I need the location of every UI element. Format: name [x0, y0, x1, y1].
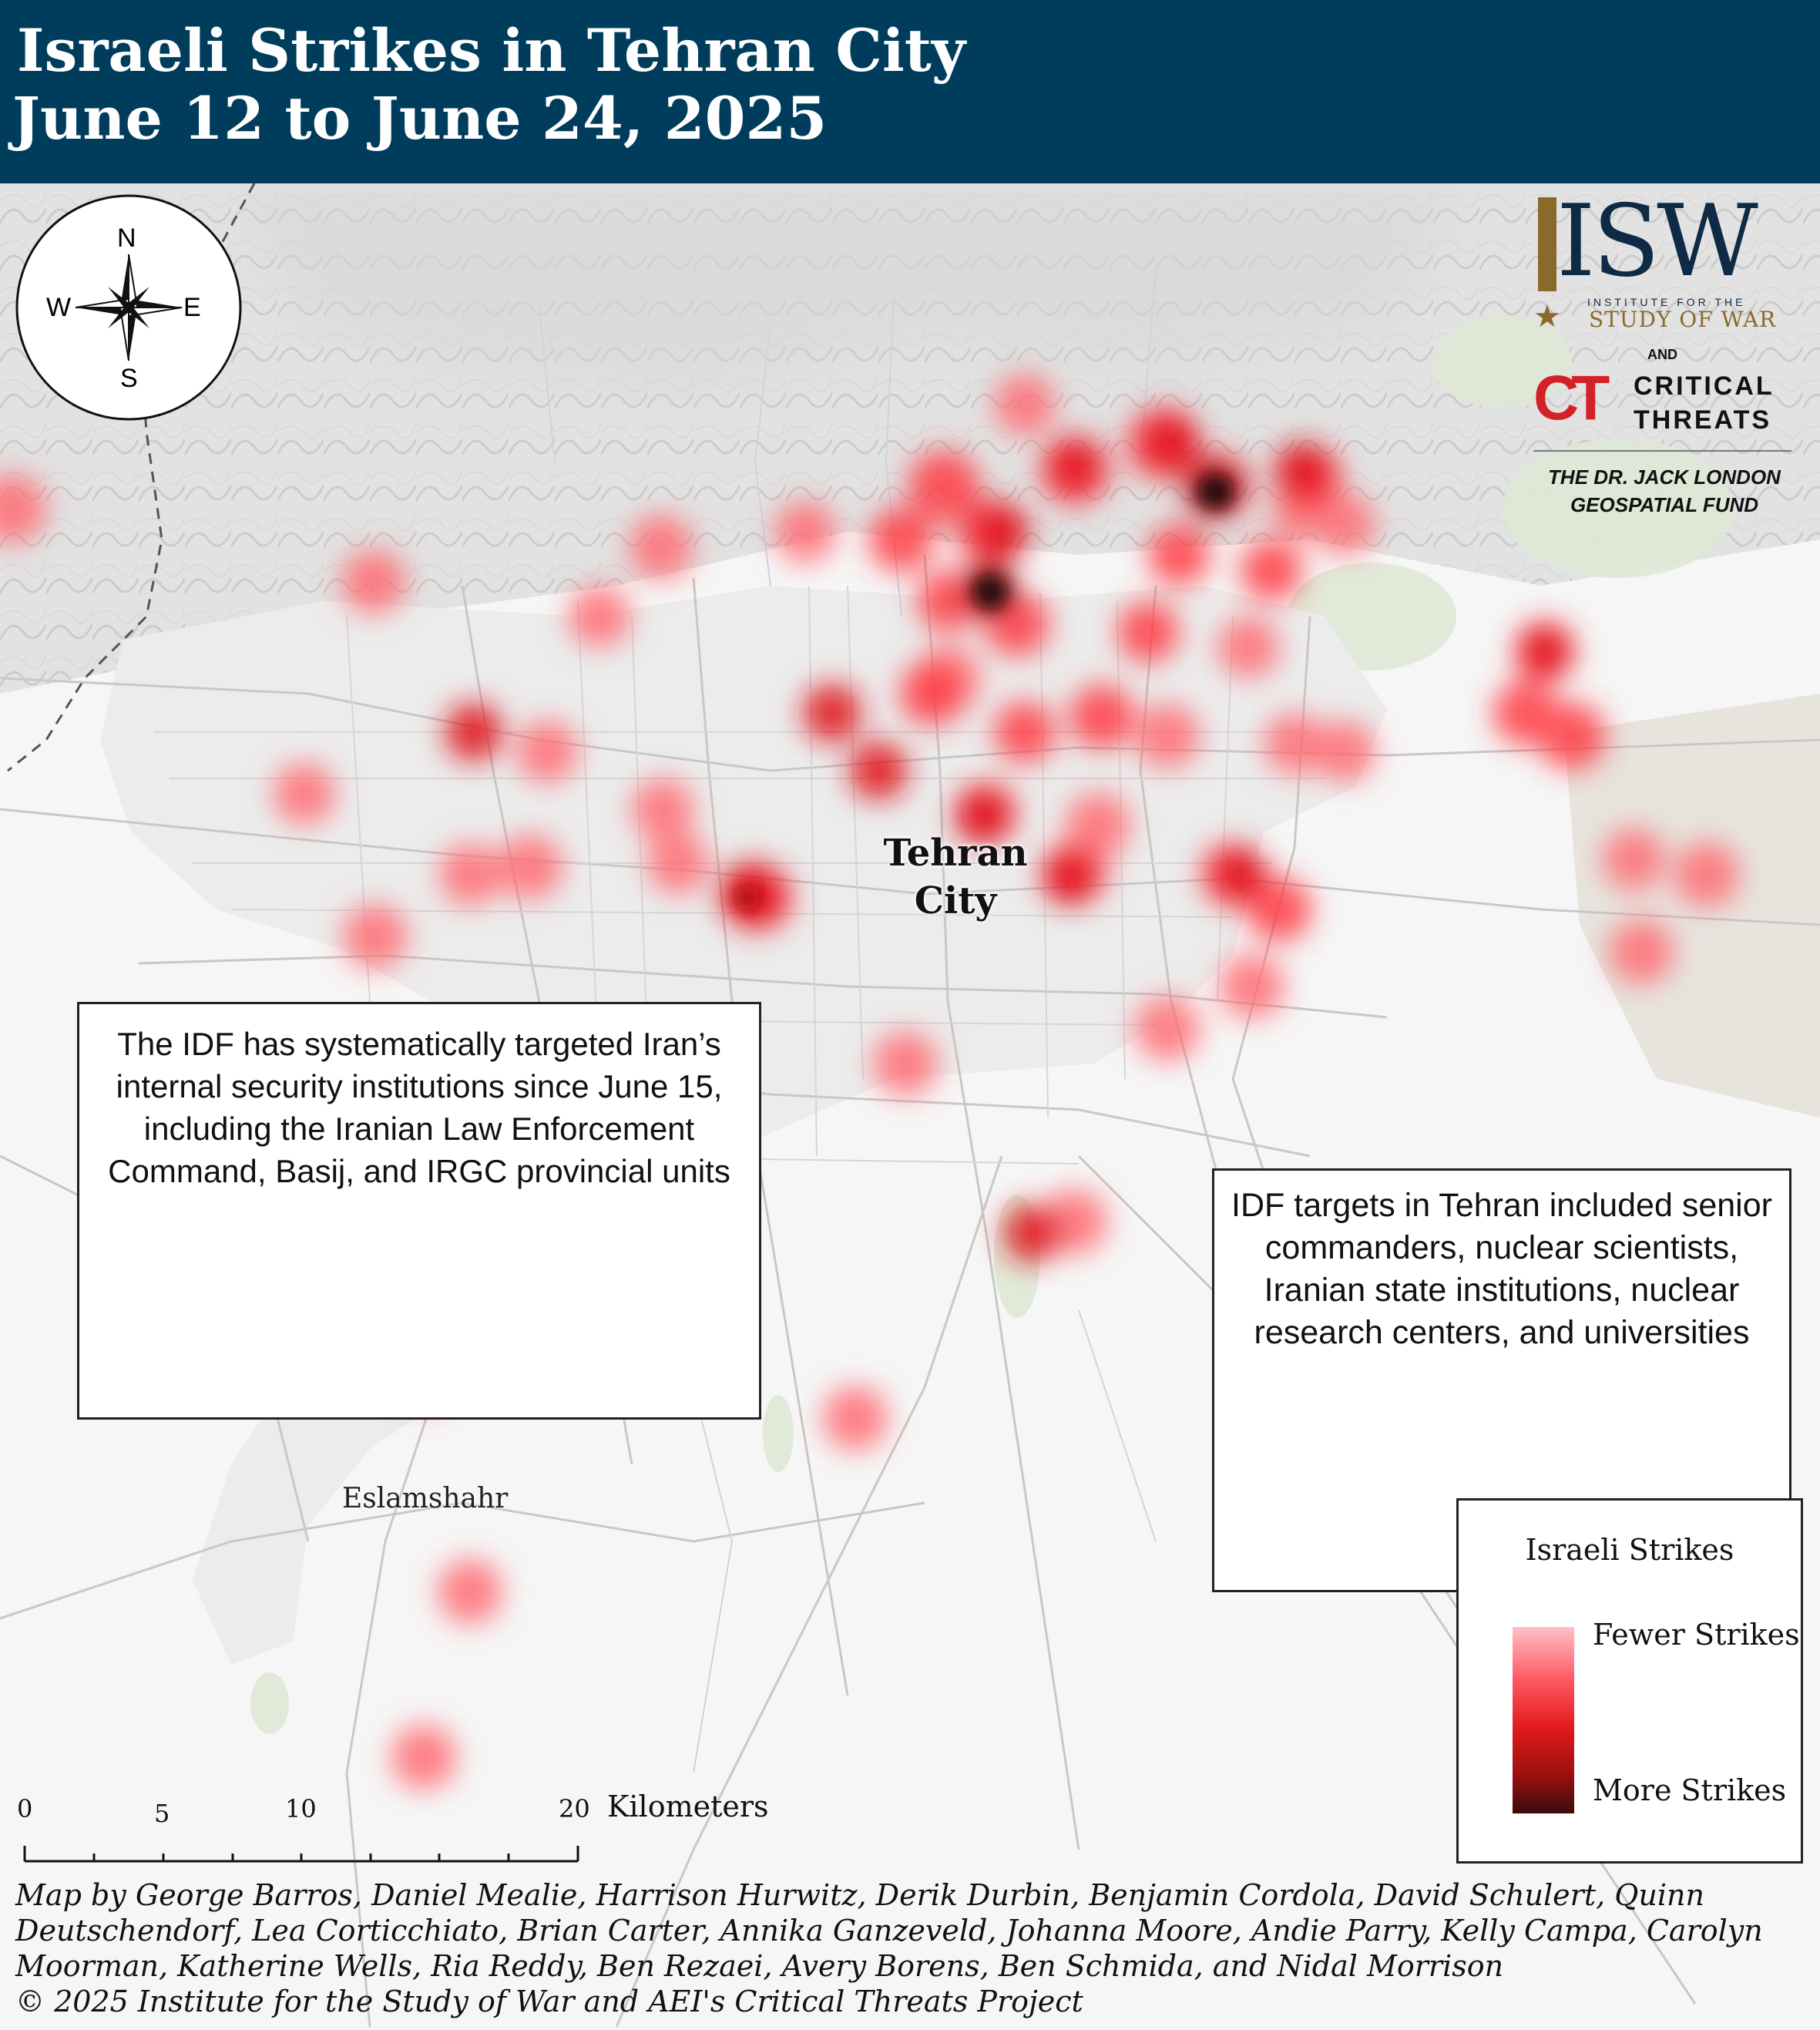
map-canvas[interactable]: Tehran City Eslamshahr The IDF has syste…	[0, 183, 1820, 2028]
credits-line2: Deutschendorf, Lea Corticchiato, Brian C…	[15, 1914, 1763, 1948]
eastern-hills	[1564, 694, 1820, 1118]
scale-unit-label: Kilometers	[607, 1790, 769, 1823]
map-title: Israeli Strikes in Tehran City	[17, 16, 965, 85]
map-date-range: June 12 to June 24, 2025	[12, 84, 828, 153]
city-label-line2: City	[914, 879, 997, 923]
credits-line3: Moorman, Katherine Wells, Ria Reddy, Ben…	[15, 1949, 1504, 1983]
isw-sub1: INSTITUTE FOR THE	[1587, 296, 1746, 308]
scale-label-10: 10	[285, 1794, 317, 1823]
scale-label-20: 20	[559, 1794, 590, 1823]
logo-block: ISW INSTITUTE FOR THE ★ STUDY OF WAR AND…	[1533, 188, 1803, 532]
compass-icon	[15, 194, 242, 421]
legend: Israeli Strikes Fewer Strikes More Strik…	[1456, 1498, 1803, 1864]
ct-line2: THREATS	[1634, 405, 1772, 435]
fund-line1: THE DR. JACK LONDON	[1548, 465, 1781, 489]
isw-sub2: STUDY OF WAR	[1589, 307, 1777, 332]
scale-label-0: 0	[17, 1794, 33, 1823]
isw-star-icon: ★	[1533, 299, 1561, 334]
strike-hotspots	[735, 475, 1233, 910]
isw-logo: ISW	[1556, 184, 1758, 299]
compass-e: E	[183, 293, 201, 322]
legend-fewer: Fewer Strikes	[1593, 1618, 1800, 1652]
credits-line4: © 2025 Institute for the Study of War an…	[15, 1985, 1083, 2018]
ct-logo: CT	[1533, 363, 1610, 433]
logo-and: AND	[1647, 347, 1677, 362]
title-banner: Israeli Strikes in Tehran City June 12 t…	[0, 0, 1820, 183]
legend-title: Israeli Strikes	[1525, 1533, 1734, 1567]
scale-bar	[23, 1846, 579, 1863]
legend-more: More Strikes	[1593, 1773, 1787, 1807]
place-label-eslamshahr: Eslamshahr	[342, 1483, 509, 1514]
compass-n: N	[117, 224, 136, 253]
compass-s: S	[120, 364, 138, 393]
logo-divider	[1533, 450, 1791, 452]
strike-heatmap	[0, 374, 1739, 1790]
scale-label-5: 5	[154, 1799, 170, 1828]
credits-line1: Map by George Barros, Daniel Mealie, Har…	[15, 1878, 1704, 1912]
legend-color-ramp	[1513, 1627, 1574, 1813]
compass-w: W	[46, 293, 72, 322]
compass-rose: N S E W	[14, 193, 243, 422]
annotation-left: The IDF has systematically targeted Iran…	[77, 1002, 761, 1420]
ct-line1: CRITICAL	[1634, 371, 1775, 401]
city-label-tehran: Tehran City	[871, 829, 1040, 925]
map-credits: Map by George Barros, Daniel Mealie, Har…	[15, 1877, 1803, 2019]
fund-line2: GEOSPATIAL FUND	[1570, 493, 1759, 516]
city-label-line1: Tehran	[883, 832, 1028, 875]
isw-pillar-icon	[1538, 197, 1556, 291]
